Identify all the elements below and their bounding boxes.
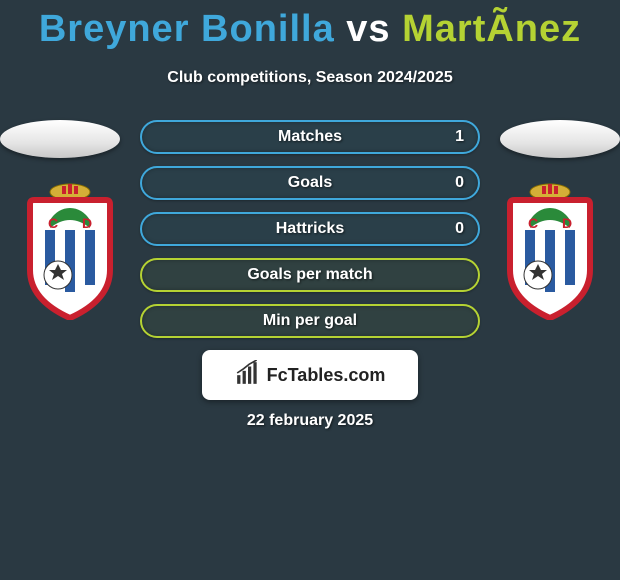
chart-icon [235, 360, 261, 391]
stat-row-hattricks: Hattricks 0 [140, 212, 480, 246]
vs-text: vs [346, 8, 390, 50]
branding-box[interactable]: FcTables.com [202, 350, 418, 400]
stat-right-value: 1 [455, 128, 464, 146]
stat-row-matches: Matches 1 [140, 120, 480, 154]
player1-name: Breyner Bonilla [39, 8, 335, 50]
stat-right-value: 0 [455, 174, 464, 192]
svg-text:D: D [82, 215, 92, 231]
player2-name: MartÃnez [402, 8, 581, 50]
branding-text: FcTables.com [267, 365, 386, 386]
date-text: 22 february 2025 [0, 412, 620, 430]
subtitle: Club competitions, Season 2024/2025 [0, 69, 620, 87]
player1-club-crest: C D [20, 180, 120, 320]
svg-text:C: C [528, 215, 538, 231]
comparison-title: Breyner Bonilla vs MartÃnez [0, 0, 620, 51]
stat-label: Min per goal [263, 312, 357, 330]
svg-text:C: C [48, 215, 58, 231]
stat-row-goals-per-match: Goals per match [140, 258, 480, 292]
player1-avatar-placeholder [0, 120, 120, 158]
player2-club-crest: C D [500, 180, 600, 320]
player2-avatar-placeholder [500, 120, 620, 158]
stat-label: Goals [288, 174, 332, 192]
stat-label: Hattricks [276, 220, 344, 238]
svg-text:D: D [562, 215, 572, 231]
stat-label: Matches [278, 128, 342, 146]
stat-label: Goals per match [247, 266, 372, 284]
stat-row-goals: Goals 0 [140, 166, 480, 200]
stats-container: Matches 1 Goals 0 Hattricks 0 Goals per … [140, 120, 480, 350]
stat-right-value: 0 [455, 220, 464, 238]
stat-row-min-per-goal: Min per goal [140, 304, 480, 338]
